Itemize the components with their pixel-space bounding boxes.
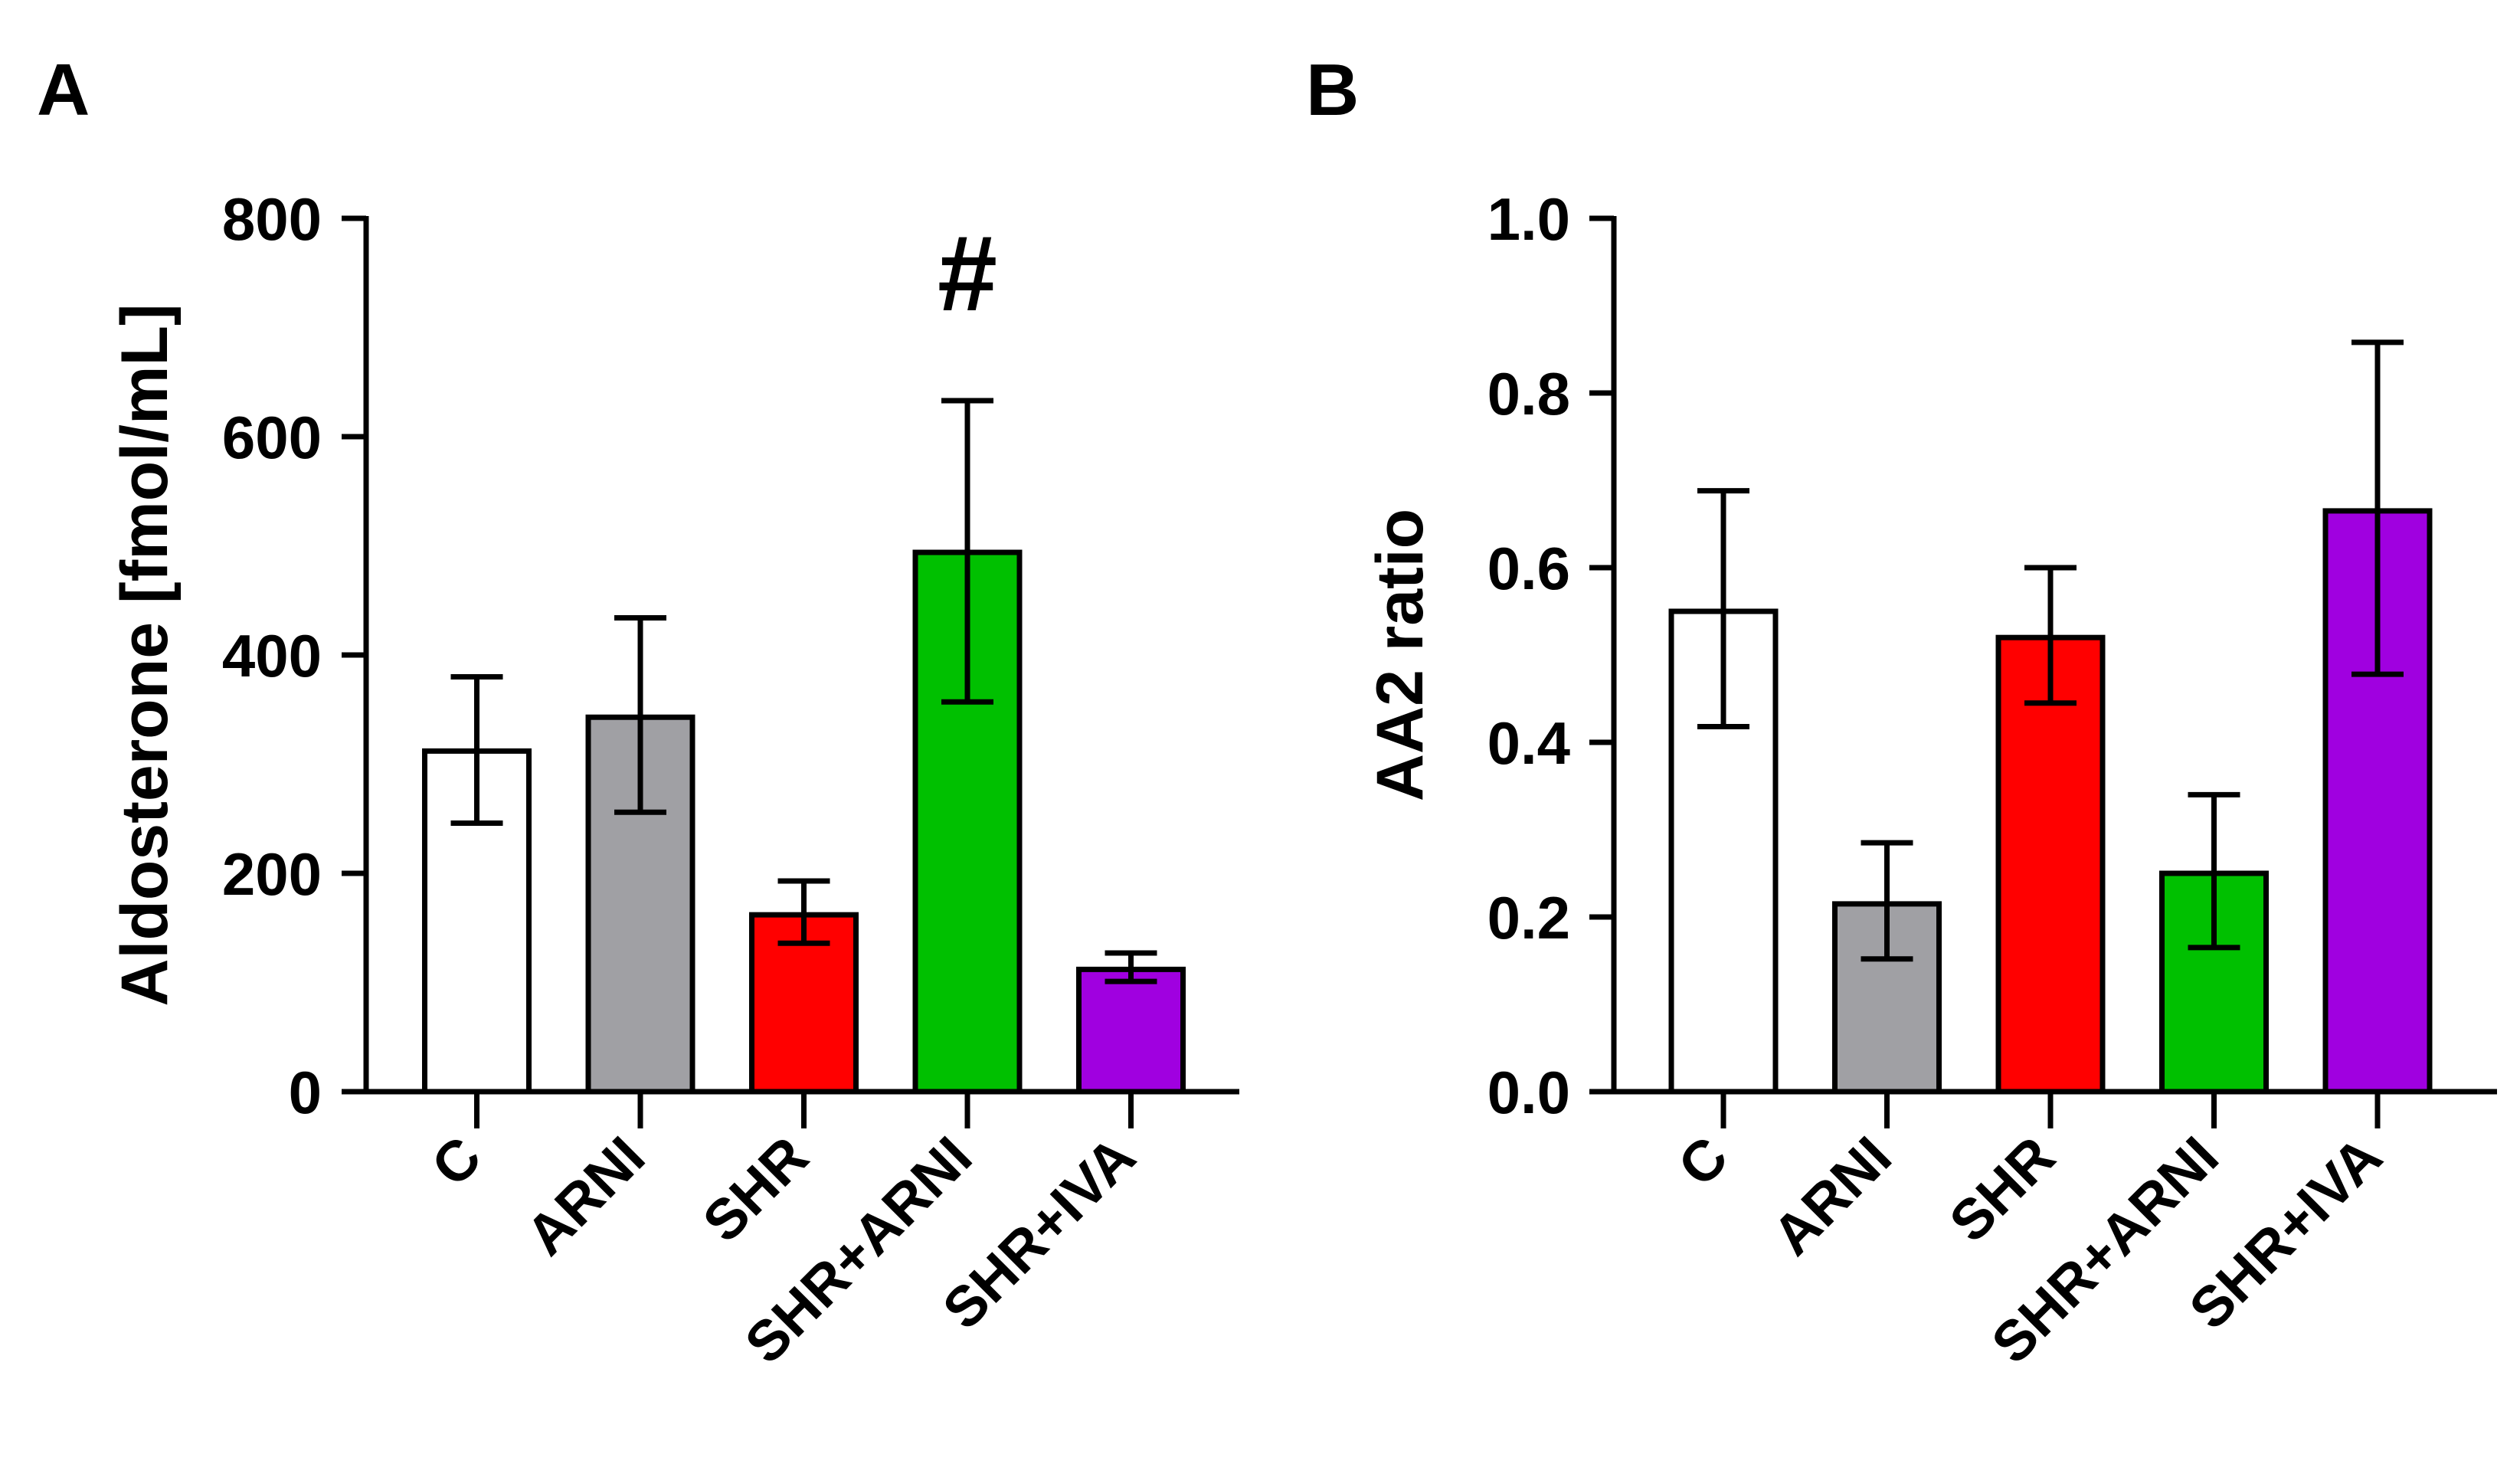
panel-label-b: B [1306,49,1359,131]
y-axis-title-a: Aldosterone [fmol/mL] [108,303,182,1006]
significance-marker: # [938,213,997,333]
y-tick-label: 0 [289,1059,322,1126]
y-tick-label: 0.2 [1487,884,1570,951]
bar-shr [1995,634,2106,1095]
y-tick-label: 200 [222,840,322,908]
y-tick-label: 1.0 [1487,185,1570,253]
y-tick-label: 0.0 [1487,1059,1570,1126]
y-tick-label: 800 [222,185,322,253]
y-tick-label: 0.4 [1487,709,1570,777]
y-tick-label: 0.6 [1487,535,1570,602]
y-tick-label: 400 [222,622,322,689]
panel-label-a: A [37,49,90,131]
y-tick-label: 600 [222,404,322,471]
y-tick-label: 0.8 [1487,360,1570,427]
y-axis-title-b: AA2 ratio [1363,509,1437,801]
bar-shr-iva [1076,966,1186,1095]
